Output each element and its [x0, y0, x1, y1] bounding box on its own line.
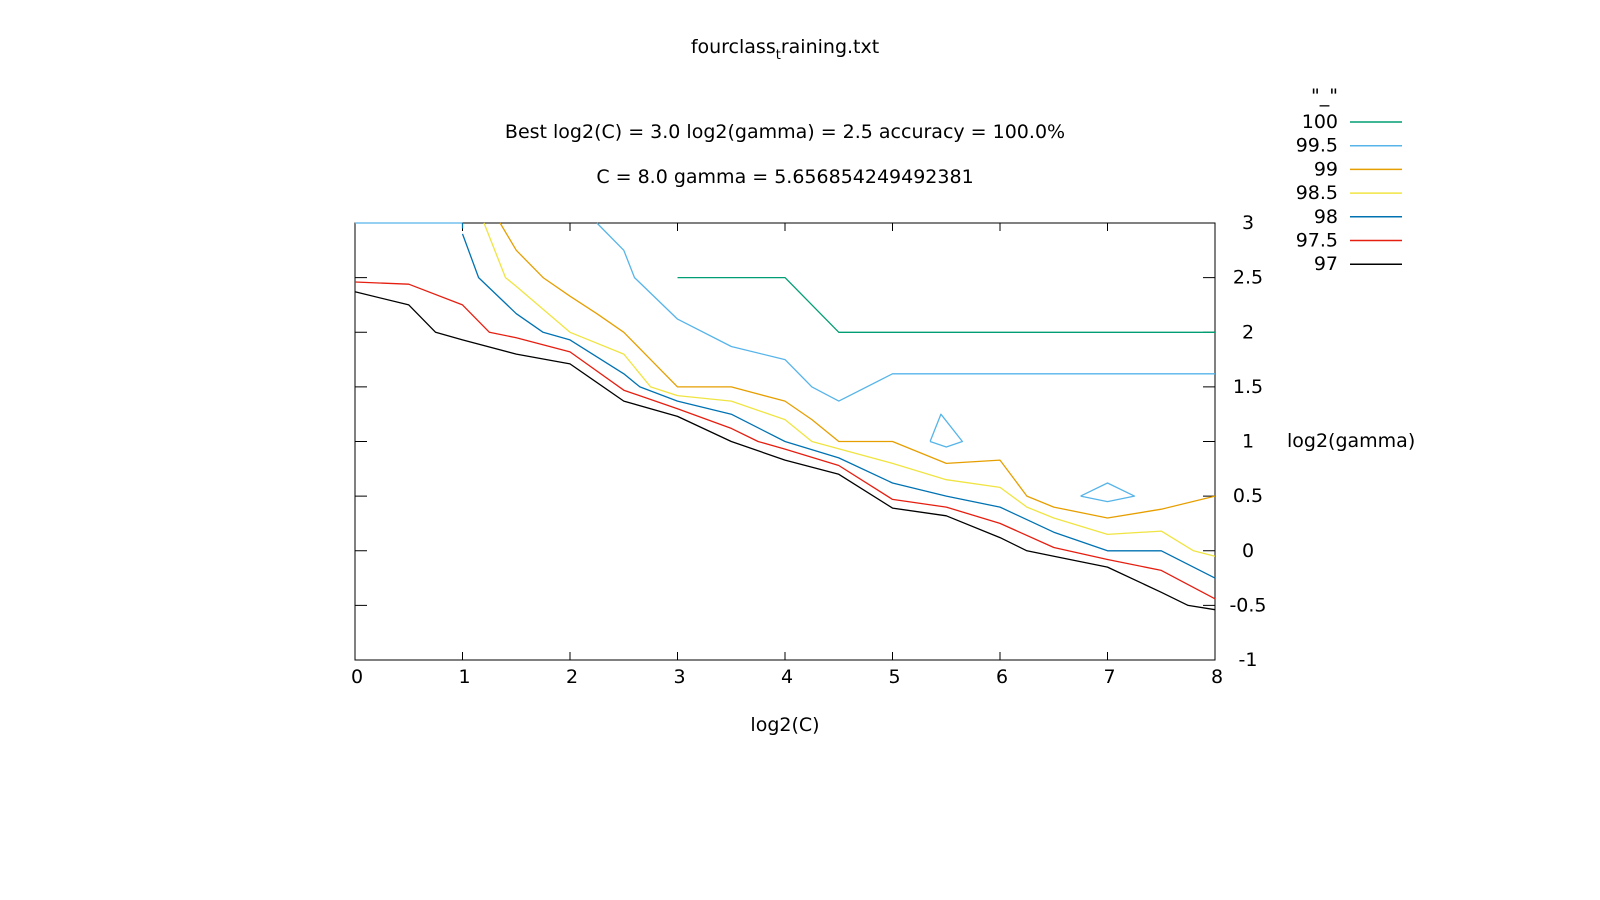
y-tick-label: 3: [1242, 212, 1254, 234]
x-tick-label: 5: [888, 666, 900, 688]
legend-label-97: 97: [1314, 253, 1338, 275]
y-tick-label: 1.5: [1233, 376, 1263, 398]
series-layer: [354, 222, 1216, 611]
y-tick-label: -0.5: [1229, 594, 1266, 616]
series-line-97: [354, 291, 1216, 611]
x-tick-label: 7: [1103, 666, 1115, 688]
y-tick-label: 2.5: [1233, 267, 1263, 289]
series-line-100: [677, 276, 1215, 333]
chart-title: fourclasstraining.txt: [691, 36, 879, 63]
series-line-99.5: [1080, 482, 1136, 503]
x-tick-label: 2: [566, 666, 578, 688]
x-axis-label: log2(C): [750, 714, 819, 736]
series-line-97.5: [354, 281, 1216, 600]
chart-subtitle-best: Best log2(C) = 3.0 log2(gamma) = 2.5 acc…: [505, 121, 1065, 143]
legend-title: "_": [1311, 85, 1338, 107]
x-tick-label: 0: [351, 666, 363, 688]
x-tick-label: 3: [673, 666, 685, 688]
y-tick-label: 0.5: [1233, 485, 1263, 507]
series-line-98: [461, 233, 1216, 579]
legend-label-100: 100: [1302, 111, 1338, 133]
y-tick-label: -1: [1239, 649, 1258, 671]
series-line-99.5: [596, 222, 1215, 402]
series-line-99.5: [929, 413, 964, 448]
chart-subtitle-params: C = 8.0 gamma = 5.656854249492381: [596, 166, 973, 188]
series-line-98.5: [483, 222, 1216, 557]
x-tick-label: 8: [1211, 666, 1223, 688]
y-tick-label: 1: [1242, 431, 1254, 453]
y-tick-label: 2: [1242, 321, 1254, 343]
x-tick-label: 1: [458, 666, 470, 688]
y-tick-label: 0: [1242, 540, 1254, 562]
legend-label-99: 99: [1314, 158, 1338, 180]
legend-label-98.5: 98.5: [1296, 182, 1338, 204]
axis-ticks: 0 1 2 3 4 5 6 7 8 -1 -0.5 0 0.5 1 1.5 2 2.5 3: [351, 212, 1267, 688]
y-axis-label: log2(gamma): [1287, 430, 1415, 452]
legend-label-97.5: 97.5: [1296, 230, 1338, 252]
x-tick-label: 6: [996, 666, 1008, 688]
x-tick-label: 4: [781, 666, 793, 688]
legend-label-99.5: 99.5: [1296, 135, 1338, 157]
series-line-99: [499, 222, 1216, 519]
legend-label-98: 98: [1314, 206, 1338, 228]
